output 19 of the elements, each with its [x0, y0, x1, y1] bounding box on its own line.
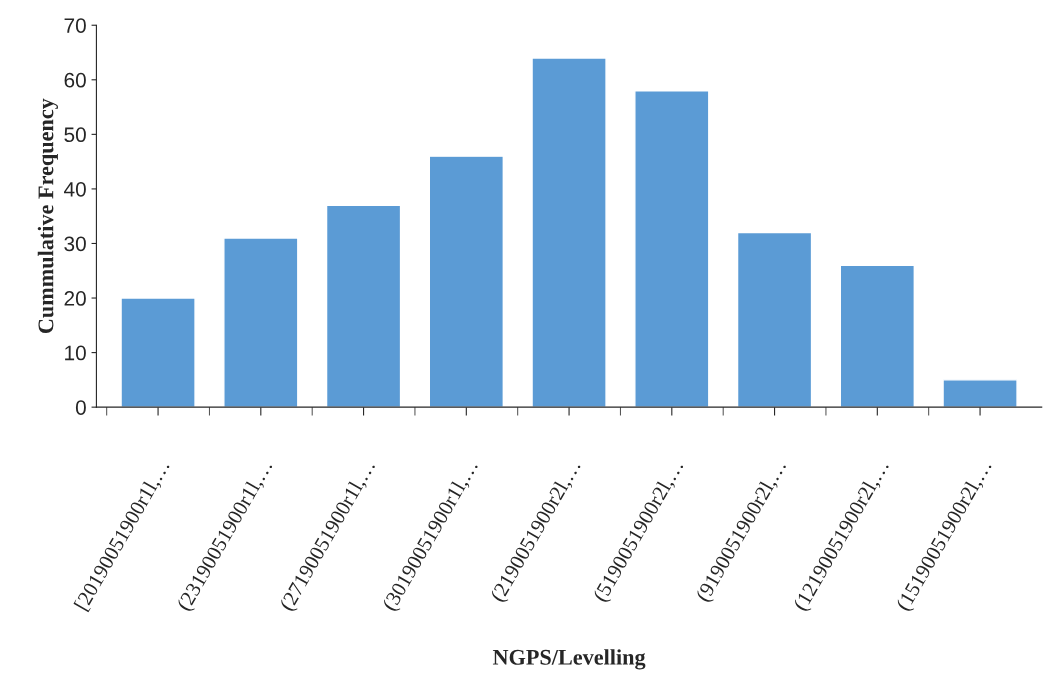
bar — [942, 379, 1018, 408]
y-axis-title: Cummulative Frequency — [37, 98, 58, 334]
y-tick-label: 60 — [64, 72, 86, 88]
bar — [531, 57, 607, 408]
x-axis-title: NGPS/Levelling — [492, 649, 646, 670]
y-tick-label: 30 — [64, 236, 86, 252]
bar — [223, 237, 299, 408]
bar — [839, 264, 915, 408]
y-tick-label: 40 — [64, 181, 86, 197]
y-tick-label: 20 — [64, 291, 86, 306]
y-tick-label: 0 — [75, 400, 86, 415]
bar — [120, 297, 196, 408]
bar — [325, 204, 402, 408]
y-tick-label: 50 — [64, 127, 86, 143]
y-tick-label: 10 — [65, 345, 86, 361]
bar — [736, 231, 813, 408]
bar — [428, 155, 504, 408]
y-tick-label: 70 — [64, 18, 86, 33]
bar — [634, 90, 710, 408]
